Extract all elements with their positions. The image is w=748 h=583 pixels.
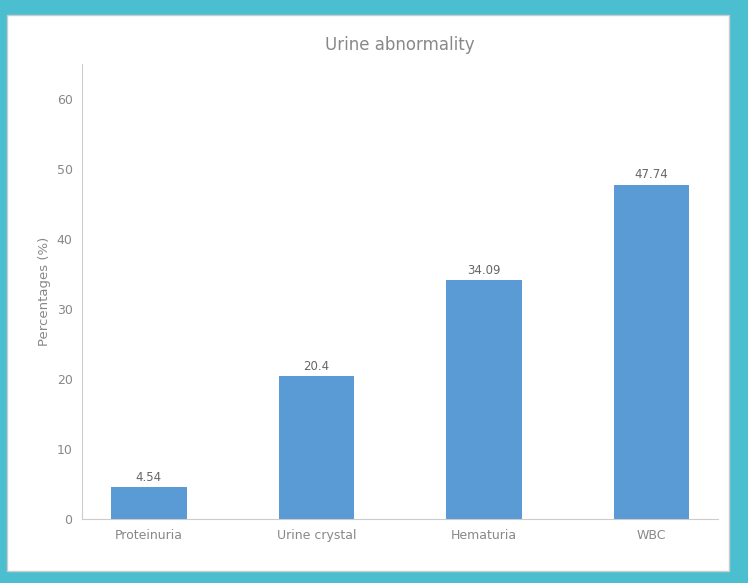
Text: 34.09: 34.09	[468, 264, 500, 277]
Text: 4.54: 4.54	[136, 470, 162, 484]
Bar	[111, 487, 186, 519]
Text: 47.74: 47.74	[634, 168, 669, 181]
Y-axis label: Percentages (%): Percentages (%)	[38, 237, 51, 346]
Title: Urine abnormality: Urine abnormality	[325, 36, 475, 54]
Bar	[279, 376, 354, 519]
Bar	[447, 280, 521, 519]
Text: 20.4: 20.4	[304, 360, 329, 373]
Bar	[614, 185, 689, 519]
